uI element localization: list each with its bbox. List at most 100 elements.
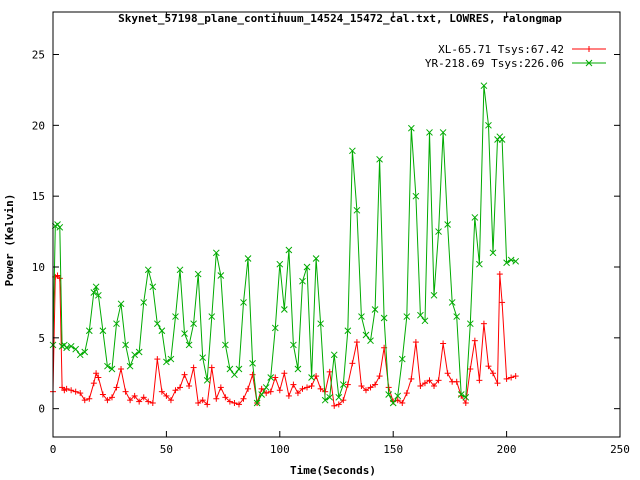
data-point <box>149 400 156 406</box>
data-point <box>426 377 433 384</box>
data-point <box>503 259 510 267</box>
data-point <box>240 299 247 306</box>
y-axis-label: Power (Kelvin) <box>3 194 16 287</box>
data-point <box>172 313 179 320</box>
y-axis: 0 5 10 15 20 25 <box>32 49 620 416</box>
data-point <box>499 299 506 306</box>
data-point <box>398 355 406 363</box>
data-point <box>376 155 383 163</box>
data-point <box>412 192 420 200</box>
data-point <box>194 270 202 278</box>
data-point <box>56 275 63 282</box>
data-point <box>271 324 279 332</box>
data-point <box>190 320 197 328</box>
data-point <box>195 400 202 406</box>
data-point <box>480 320 487 327</box>
data-point <box>212 249 220 257</box>
data-point <box>408 375 415 382</box>
data-point <box>421 380 428 387</box>
data-point <box>249 359 256 367</box>
x-tick-label: 50 <box>160 443 173 456</box>
data-point <box>367 337 374 345</box>
data-point <box>95 374 102 381</box>
data-point <box>249 371 256 378</box>
y-tick-label: 20 <box>32 119 45 132</box>
data-point <box>263 390 270 397</box>
data-point <box>462 393 470 401</box>
data-point <box>81 397 88 404</box>
data-point <box>217 384 224 391</box>
series-line-1 <box>52 85 516 405</box>
data-point <box>208 313 216 320</box>
data-point <box>281 370 288 377</box>
data-point <box>135 348 143 356</box>
x-axis: 0 50 100 150 200 250 <box>50 12 630 456</box>
data-point <box>144 266 152 274</box>
data-point <box>440 340 447 347</box>
data-point <box>158 327 166 335</box>
data-point <box>326 393 334 401</box>
series-line-0 <box>52 274 516 407</box>
data-point <box>349 360 356 367</box>
data-point <box>476 377 483 384</box>
data-point <box>104 362 111 370</box>
data-point <box>122 388 129 395</box>
y-tick-label: 10 <box>32 261 45 274</box>
data-point <box>489 370 496 377</box>
data-point <box>453 313 461 320</box>
data-point <box>127 397 134 404</box>
data-point <box>158 388 165 395</box>
data-point <box>303 263 311 271</box>
data-point <box>489 249 497 257</box>
data-point <box>285 246 293 254</box>
data-point <box>317 320 324 328</box>
data-point <box>131 351 139 359</box>
data-point <box>208 364 215 371</box>
data-point <box>163 392 170 399</box>
legend-marker <box>585 59 593 67</box>
data-point <box>93 370 100 377</box>
data-point <box>72 345 80 353</box>
data-point <box>186 383 193 389</box>
data-point <box>203 376 211 384</box>
data-point <box>321 396 329 404</box>
data-point <box>140 394 147 401</box>
data-point <box>326 368 333 375</box>
data-point <box>86 395 93 402</box>
data-point <box>431 383 438 389</box>
data-point <box>308 383 315 389</box>
data-point <box>304 384 311 391</box>
data-point <box>117 300 125 308</box>
data-point <box>217 272 225 279</box>
data-point <box>253 399 261 407</box>
data-point <box>358 383 365 389</box>
data-point <box>480 82 488 90</box>
data-point <box>113 320 120 328</box>
data-point <box>99 391 106 398</box>
data-point <box>385 391 393 398</box>
data-point <box>213 395 220 402</box>
data-point <box>512 373 519 380</box>
data-point <box>126 362 134 370</box>
data-point <box>56 223 64 231</box>
data-point <box>353 206 361 214</box>
data-point <box>466 320 474 328</box>
data-point <box>108 394 115 401</box>
data-point <box>313 373 320 380</box>
data-point <box>190 364 197 371</box>
data-point <box>367 384 374 391</box>
data-point <box>485 363 492 370</box>
data-point <box>507 256 515 264</box>
data-point <box>462 400 469 406</box>
data-point <box>417 383 424 389</box>
data-point <box>299 385 306 392</box>
data-point <box>294 365 302 373</box>
data-point <box>453 378 460 385</box>
data-point <box>280 306 288 313</box>
data-point <box>444 370 451 377</box>
data-point <box>376 373 383 380</box>
data-point <box>235 401 242 408</box>
data-point <box>290 381 297 388</box>
data-point <box>362 387 369 394</box>
data-point <box>317 385 324 392</box>
